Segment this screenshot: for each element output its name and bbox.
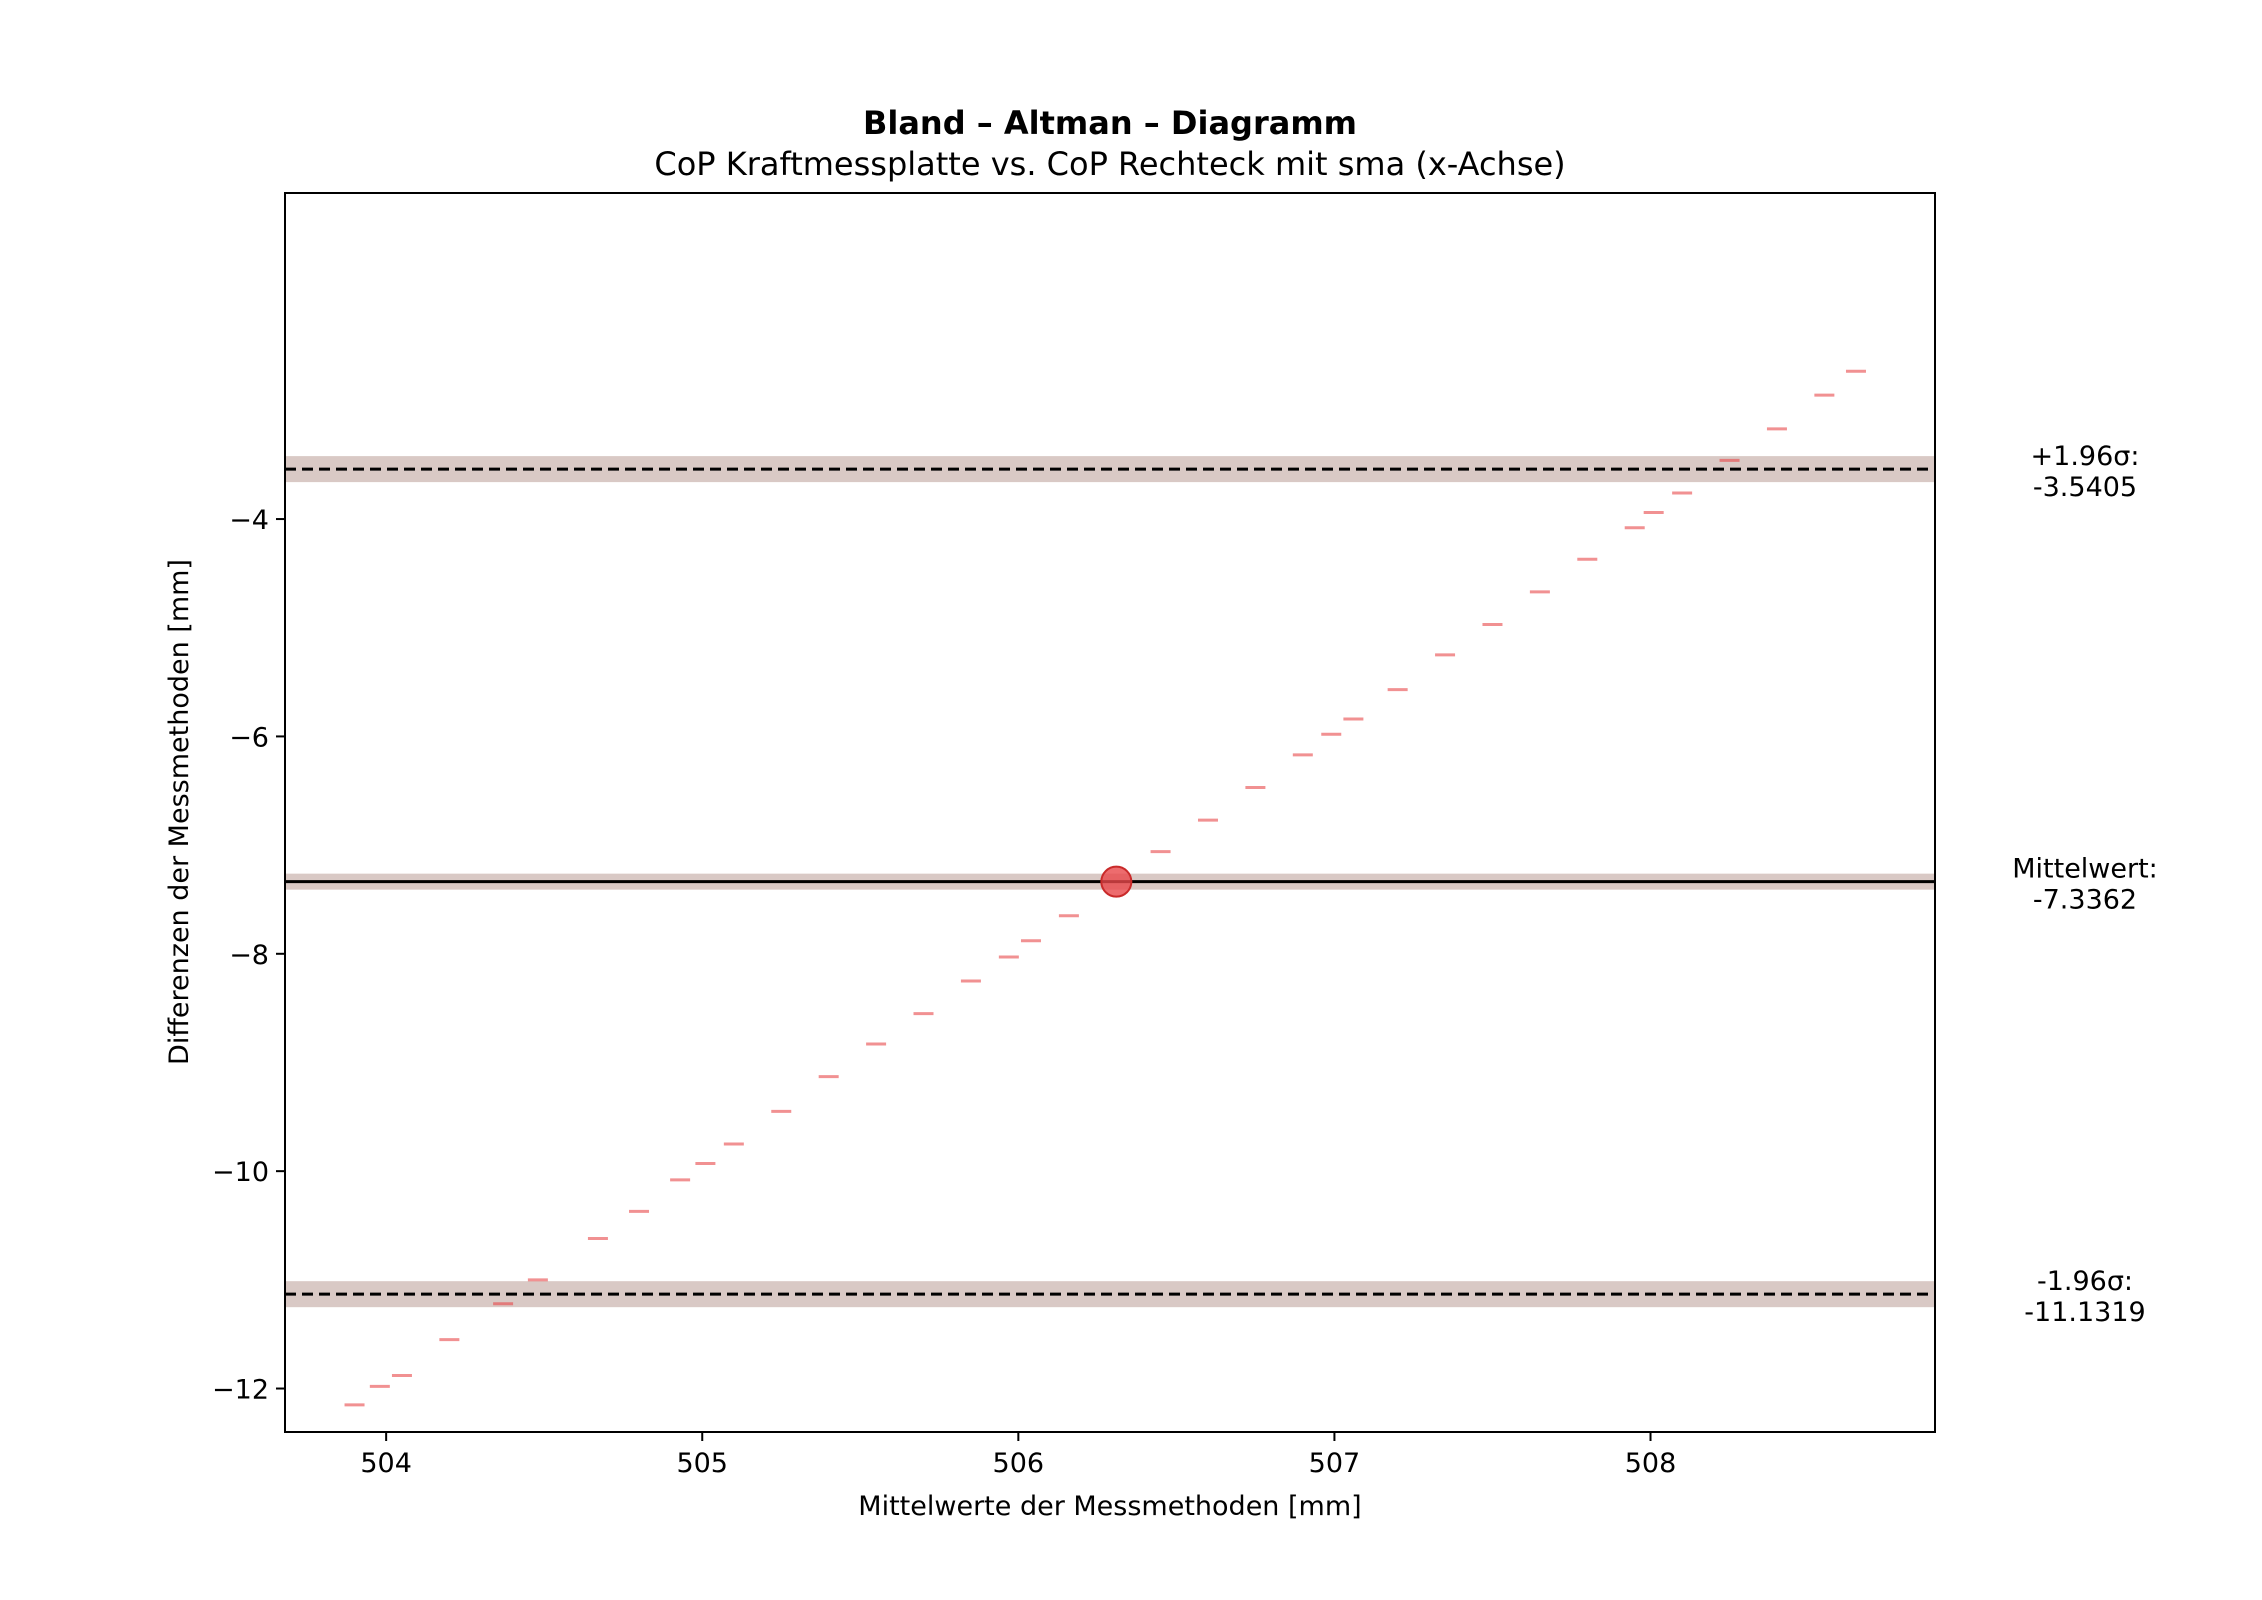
chart-subtitle: CoP Kraftmessplatte vs. CoP Rechteck mit… <box>654 145 1565 183</box>
mean-point <box>1100 865 1133 898</box>
x-axis-ticks: 504 505 506 507 508 <box>360 1432 1676 1479</box>
x-tick-label: 508 <box>1625 1448 1677 1479</box>
y-axis-label: Differenzen der Messmethoden [mm] <box>164 559 195 1065</box>
annotation-upper-label: +1.96σ: <box>2031 441 2140 472</box>
mean-point-layer <box>1100 865 1133 898</box>
annotation-lower-value: -11.1319 <box>2024 1297 2145 1328</box>
x-tick-label: 507 <box>1309 1448 1361 1479</box>
x-tick-label: 506 <box>993 1448 1045 1479</box>
annotation-upper-value: -3.5405 <box>2033 472 2137 503</box>
y-tick-label: −4 <box>229 505 269 536</box>
annotation-mean-value: -7.3362 <box>2033 885 2137 916</box>
chart-title: Bland – Altman – Diagramm <box>863 104 1357 142</box>
annotation-lower-label: -1.96σ: <box>2037 1266 2133 1297</box>
y-tick-label: −6 <box>229 722 269 753</box>
y-tick-label: −12 <box>212 1375 269 1406</box>
y-tick-label: −10 <box>212 1157 269 1188</box>
line-annotations: +1.96σ:-3.5405 Mittelwert:-7.3362 -1.96σ:-… <box>2012 441 2158 1328</box>
x-tick-label: 505 <box>676 1448 728 1479</box>
plot-frame <box>284 192 1936 1433</box>
x-tick-label: 504 <box>360 1448 412 1479</box>
y-tick-label: −8 <box>229 940 269 971</box>
x-axis-label: Mittelwerte der Messmethoden [mm] <box>858 1491 1361 1522</box>
data-points <box>344 369 1866 1407</box>
y-axis-ticks: −4 −6 −8 −10 −12 <box>212 505 285 1406</box>
annotation-mean-label: Mittelwert: <box>2012 854 2158 885</box>
